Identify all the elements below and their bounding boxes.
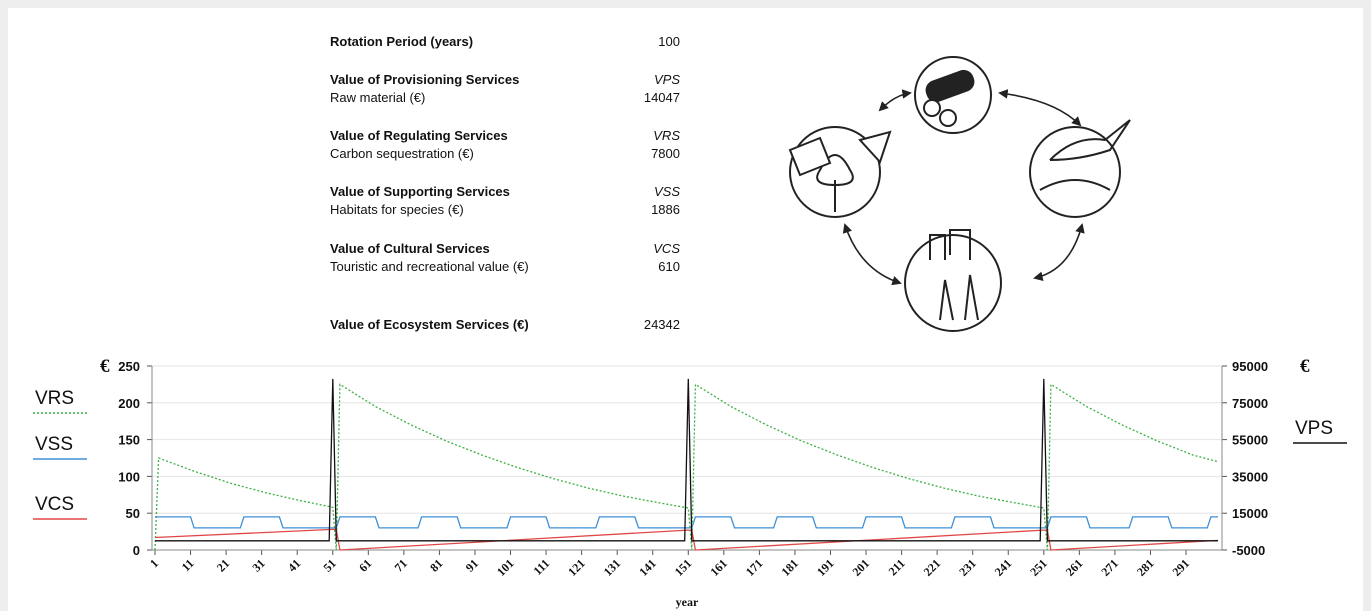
y2-tick-label: 95000 xyxy=(1232,359,1268,374)
row-label: Value of Regulating Services xyxy=(330,128,508,143)
row-value: 14047 xyxy=(644,90,680,105)
row-value: 24342 xyxy=(644,317,680,332)
y2-tick-label: 55000 xyxy=(1232,433,1268,448)
row-label: Value of Cultural Services xyxy=(330,241,490,256)
y-tick-label: 100 xyxy=(118,469,140,484)
y2-axis-unit: € xyxy=(1300,356,1310,377)
row-label: Value of Ecosystem Services (€) xyxy=(330,317,529,332)
y-tick-label: 250 xyxy=(118,359,140,374)
legend-label: VCS xyxy=(35,494,74,515)
y-tick-label: 50 xyxy=(126,506,140,521)
icon-bird xyxy=(1039,119,1131,191)
row-label: Touristic and recreational value (€) xyxy=(330,259,529,274)
legend-label: VPS xyxy=(1295,418,1333,439)
icon-log-end xyxy=(923,99,941,117)
y-tick-label: 200 xyxy=(118,396,140,411)
icon-arrows xyxy=(788,130,892,177)
row-value: VSS xyxy=(654,184,680,199)
y2-tick-label: -5000 xyxy=(1232,543,1265,558)
y-axis-unit: € xyxy=(100,356,110,377)
row-label: Habitats for species (€) xyxy=(330,202,464,217)
icon-tree xyxy=(816,154,854,212)
series-line xyxy=(154,383,1219,551)
illustration xyxy=(788,56,1131,332)
summary-table: Rotation Period (years) 100 Value of Pro… xyxy=(330,34,680,332)
row-value: 7800 xyxy=(651,146,680,161)
y2-tick-label: 35000 xyxy=(1232,469,1268,484)
cycle-arrow xyxy=(998,89,1082,127)
row-value: 100 xyxy=(658,34,680,49)
row-value: 610 xyxy=(658,259,680,274)
row-value: VPS xyxy=(654,72,680,87)
icon-log xyxy=(925,69,975,103)
series-line xyxy=(155,516,1218,529)
row-value: 1886 xyxy=(651,202,680,217)
row-value: VRS xyxy=(653,128,680,143)
row-label: Carbon sequestration (€) xyxy=(330,146,474,161)
cycle-arrow xyxy=(842,223,902,286)
icon-habitat xyxy=(1029,126,1121,218)
row-label: Raw material (€) xyxy=(330,90,425,105)
y2-tick-label: 75000 xyxy=(1232,396,1268,411)
cycle-arrow xyxy=(1033,223,1085,281)
cycle-arrow xyxy=(878,89,912,112)
row-value: VCS xyxy=(653,241,680,256)
y-tick-label: 0 xyxy=(133,543,140,558)
row-label: Value of Supporting Services xyxy=(330,184,510,199)
icon-log-end xyxy=(939,109,957,127)
x-axis-label: year xyxy=(676,595,699,609)
row-label: Rotation Period (years) xyxy=(330,34,473,49)
y2-tick-label: 15000 xyxy=(1232,506,1268,521)
y-tick-label: 150 xyxy=(118,433,140,448)
icon-figures xyxy=(929,229,979,321)
legend-label: VRS xyxy=(35,388,74,409)
legend-label: VSS xyxy=(35,434,73,455)
row-label: Value of Provisioning Services xyxy=(330,72,519,87)
series-line xyxy=(155,378,1218,542)
